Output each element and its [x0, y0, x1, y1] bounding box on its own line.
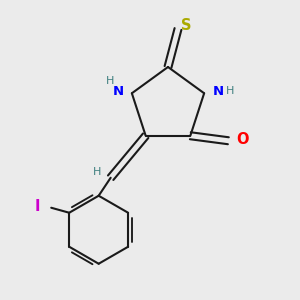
Text: I: I: [34, 199, 40, 214]
Text: H: H: [92, 167, 101, 177]
Text: N: N: [213, 85, 224, 98]
Text: H: H: [106, 76, 114, 86]
Text: S: S: [181, 17, 191, 32]
Text: H: H: [226, 86, 234, 96]
Text: N: N: [112, 85, 123, 98]
Text: O: O: [236, 132, 249, 147]
